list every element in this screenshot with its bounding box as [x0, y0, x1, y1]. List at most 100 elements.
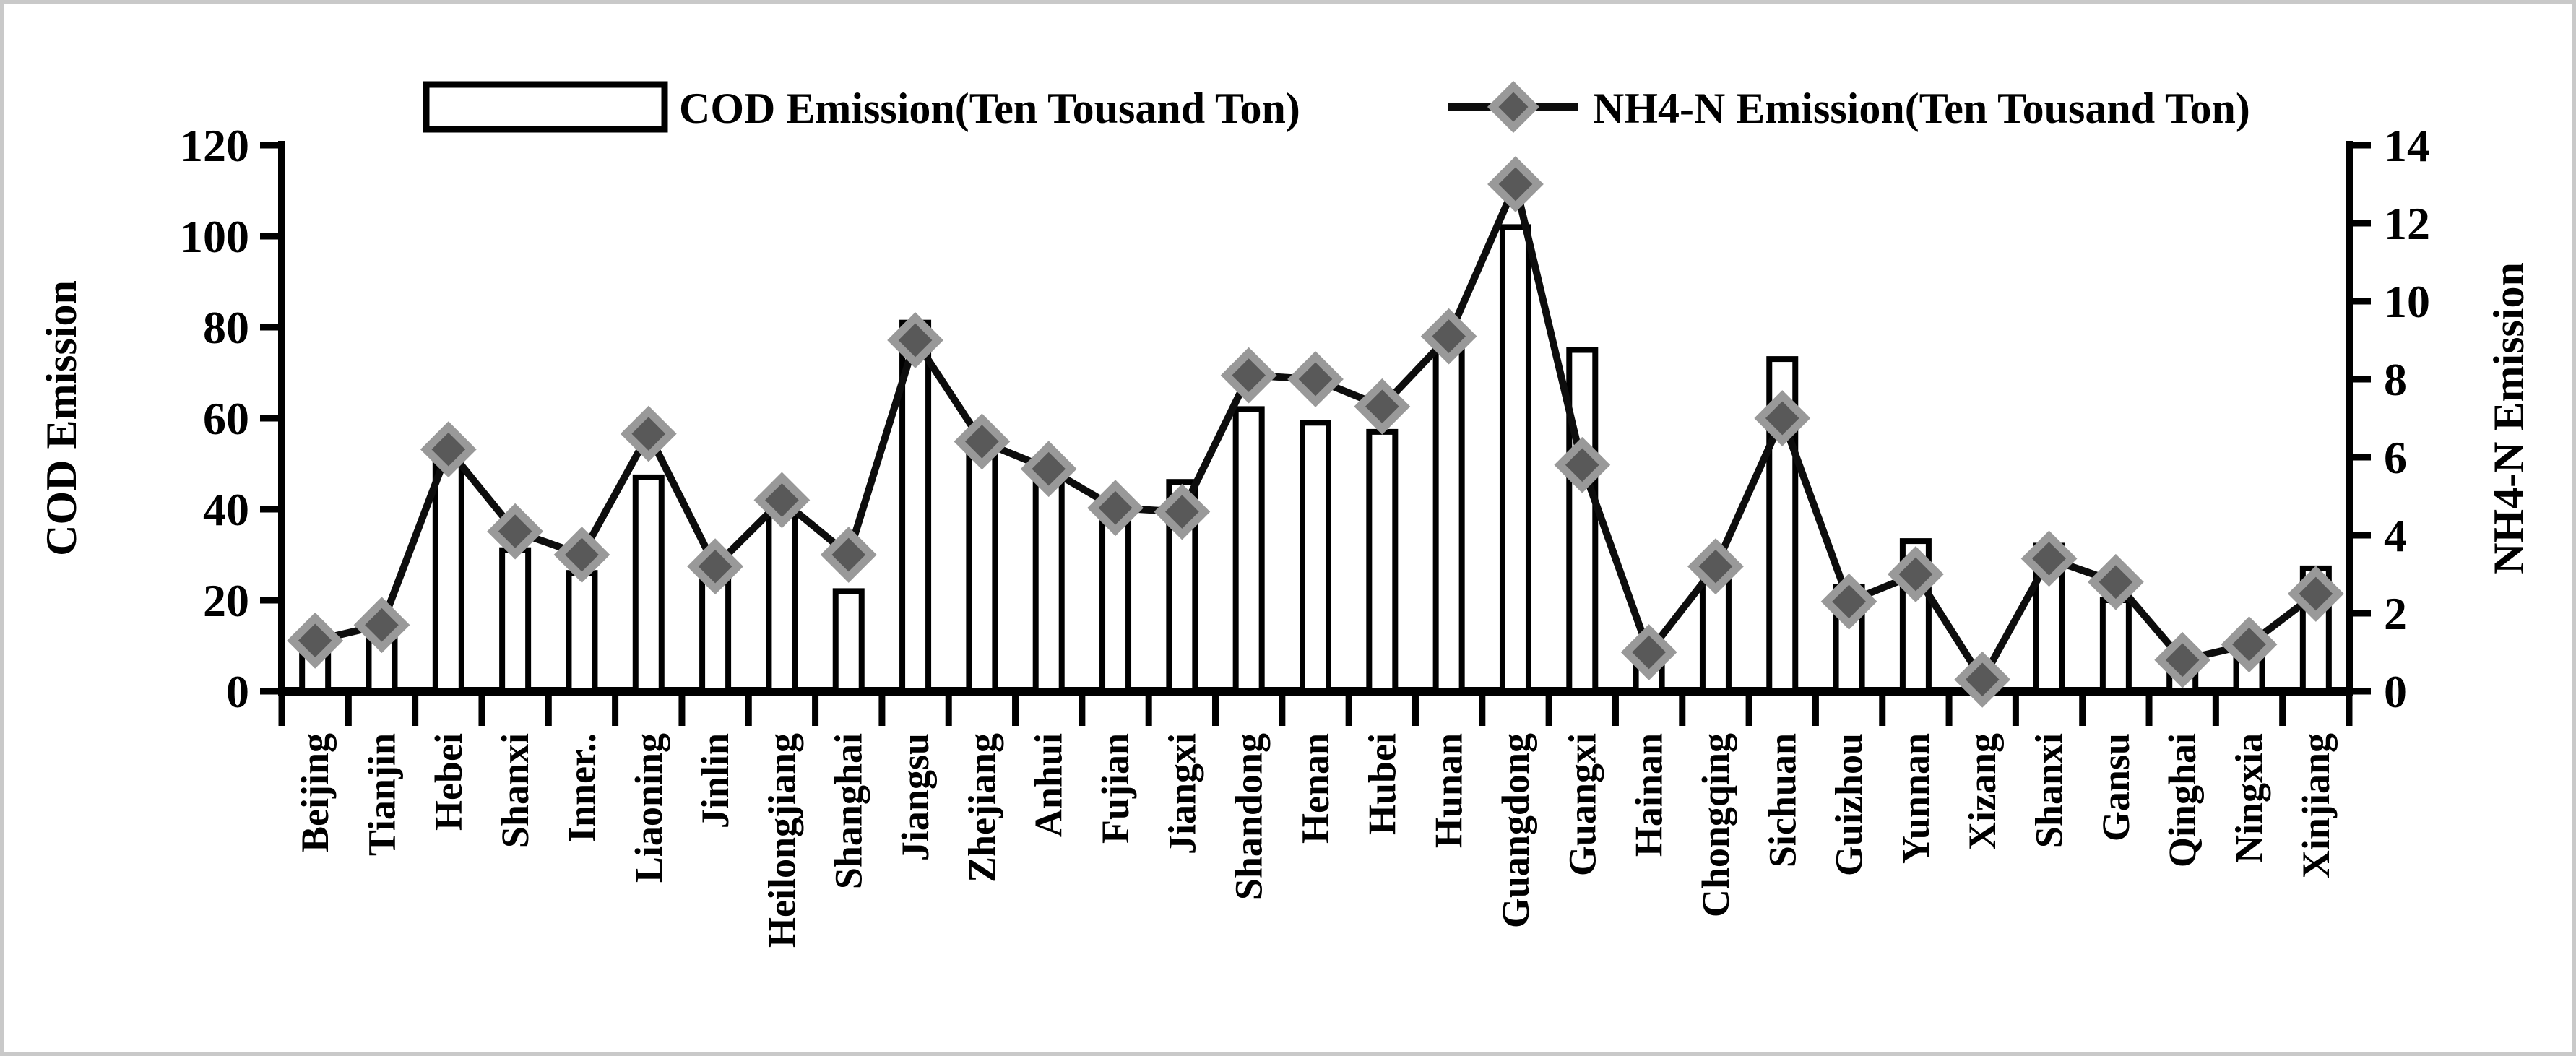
x-label-Zhejiang: Zhejiang — [960, 733, 1003, 883]
x-label-Gansu: Gansu — [2094, 733, 2138, 841]
left-axis-tick-label: 0 — [226, 666, 249, 717]
bar-Zhejiang — [966, 451, 998, 695]
marker-Shandong — [1220, 347, 1277, 404]
marker-Guangxi — [1554, 436, 1611, 493]
marker-Jinlin — [687, 538, 743, 595]
x-label-Yunnan: Yunnan — [1894, 733, 1937, 864]
left-axis-tick-label: 40 — [203, 484, 249, 535]
bar-Anhui — [1032, 474, 1065, 695]
x-label-Ningxia: Ningxia — [2228, 733, 2271, 863]
x-label-Shandong: Shandong — [1227, 733, 1271, 900]
bar-Gansu — [2099, 597, 2132, 694]
marker-Tianjin — [353, 597, 410, 654]
x-label-Chongqing: Chongqing — [1694, 733, 1737, 917]
bar-Liaoning — [632, 474, 665, 695]
x-label-Henan: Henan — [1294, 733, 1337, 844]
left-axis-tick-label: 20 — [203, 575, 249, 626]
marker-Jiangsu — [887, 312, 943, 368]
bar-Hubei — [1366, 428, 1399, 695]
bar-Hunan — [1432, 342, 1465, 694]
marker-Sichuan — [1754, 390, 1811, 446]
x-label-Jinlin: Jinlin — [693, 733, 737, 828]
marker-Shanxi — [2020, 530, 2078, 587]
x-label-Guizhou: Guizhou — [1828, 733, 1871, 876]
legend-line-marker — [1487, 80, 1540, 134]
left-axis-tick-label: 120 — [180, 120, 249, 171]
bar-Shandong — [1232, 406, 1265, 695]
x-label-Xizang: Xizang — [1961, 733, 2004, 850]
marker-Yunnan — [1888, 546, 1944, 602]
left-axis-title: COD Emission — [38, 280, 85, 556]
marker-Anhui — [1020, 441, 1077, 498]
x-label-Hainan: Hainan — [1628, 733, 1671, 857]
marker-Shanghai — [820, 527, 877, 583]
marker-Heilongjiang — [753, 472, 811, 529]
bar-Hebei — [432, 456, 464, 694]
bar-Jiangsu — [899, 319, 932, 694]
right-axis-tick-label: 4 — [2384, 510, 2407, 561]
right-axis-tick-label: 12 — [2384, 198, 2430, 249]
x-label-Heilongjiang: Heilongjiang — [760, 733, 803, 948]
right-axis-tick-label: 14 — [2384, 120, 2430, 171]
marker-Xizang — [1954, 651, 2011, 708]
right-axis-tick-label: 2 — [2384, 588, 2407, 639]
x-label-Hebei: Hebei — [427, 733, 470, 831]
x-label-Shanxi: Shanxi — [493, 733, 537, 848]
x-label-Jiangxi: Jiangxi — [1160, 733, 1203, 854]
x-label-Fujian: Fujian — [1094, 733, 1137, 844]
bar-Heilongjiang — [766, 506, 798, 694]
marker-Ningxia — [2221, 616, 2278, 673]
x-label-Sichuan: Sichuan — [1760, 733, 1804, 867]
cod-nh4n-combo-chart: 0 20 40 60 80 100 120 0 2 4 6 8 10 12 14 Beijing Tianjin… — [38, 80, 2533, 948]
bar-Henan — [1300, 420, 1331, 694]
bar-Inner.. — [566, 570, 598, 695]
x-label-Liaoning: Liaoning — [627, 733, 670, 883]
legend-bar-swatch — [423, 81, 668, 133]
marker-Guizhou — [1820, 573, 1877, 630]
x-label-Xinjiang: Xinjiang — [2294, 733, 2338, 878]
bar-Guangxi — [1566, 347, 1599, 694]
bar-Shanxi — [499, 547, 532, 695]
x-label-Guangdong: Guangdong — [1494, 733, 1537, 928]
left-axis-tick-label: 80 — [203, 302, 249, 353]
x-label-Hunan: Hunan — [1427, 733, 1471, 848]
marker-Henan — [1287, 351, 1344, 407]
marker-Hubei — [1354, 378, 1411, 435]
marker-Zhejiang — [954, 413, 1011, 470]
legend-bar-label: COD Emission(Ten Tousand Ton) — [679, 85, 1300, 132]
marker-Gansu — [2087, 553, 2144, 610]
marker-Hainan — [1620, 624, 1677, 680]
marker-Inner.. — [553, 527, 610, 583]
marker-Fujian — [1087, 480, 1144, 537]
x-label-Beijing: Beijing — [293, 733, 337, 852]
x-label-Guangxi: Guangxi — [1560, 733, 1604, 876]
right-axis-tick-label: 6 — [2384, 432, 2407, 483]
marker-Qinghai — [2154, 631, 2211, 688]
x-label-Shanghai: Shanghai — [827, 733, 870, 889]
bar-Shanghai — [832, 588, 865, 695]
x-label-Qinghai: Qinghai — [2161, 733, 2204, 867]
marker-Liaoning — [620, 405, 677, 462]
x-label-Anhui: Anhui — [1027, 733, 1071, 837]
right-axis-tick-label: 0 — [2384, 666, 2407, 717]
bar-Fujian — [1099, 511, 1132, 694]
legend-line-label: NH4-N Emission(Ten Tousand Ton) — [1593, 85, 2250, 132]
marker-Shanxi — [487, 503, 544, 560]
bar-Guangdong — [1499, 224, 1531, 694]
left-axis-tick-label: 60 — [203, 393, 249, 444]
marker-Xinjiang — [2287, 566, 2344, 622]
right-axis-tick-label: 10 — [2384, 276, 2430, 327]
x-label-Hubei: Hubei — [1360, 733, 1404, 835]
right-axis-title: NH4-N Emission — [2485, 262, 2533, 574]
marker-Chongqing — [1687, 538, 1744, 595]
x-label-Inner..: Inner.. — [560, 733, 603, 842]
x-label-Shanxi: Shanxi — [2028, 733, 2071, 848]
marker-Beijing — [287, 612, 344, 669]
right-axis-tick-label: 8 — [2384, 354, 2407, 405]
marker-Guangdong — [1487, 156, 1544, 212]
marker-Hunan — [1420, 308, 1477, 365]
marker-Hebei — [420, 421, 477, 478]
marker-Jiangxi — [1154, 483, 1211, 540]
x-label-Tianjin: Tianjin — [360, 733, 403, 856]
